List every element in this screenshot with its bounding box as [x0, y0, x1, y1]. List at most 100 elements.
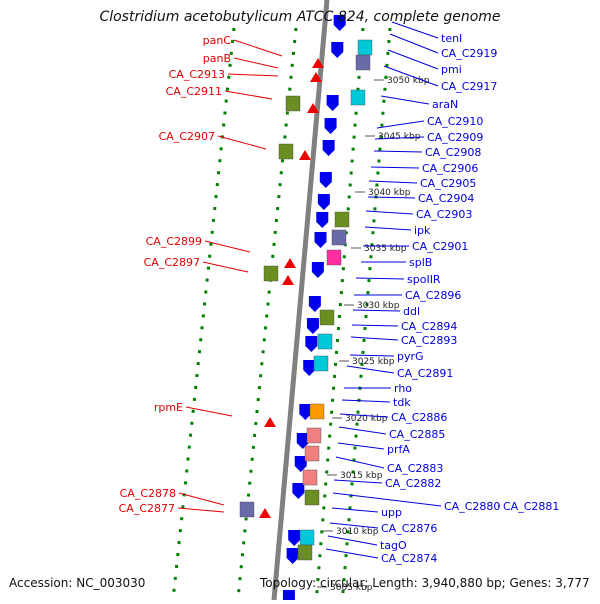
tick-label-5: 3025 kbp: [352, 357, 395, 367]
right-label-leader-24: [339, 413, 389, 418]
right-label-13: CA_C2901: [412, 240, 468, 253]
left-label-leader-9: [177, 507, 225, 513]
cog-block-0: [357, 39, 373, 56]
kbp-ticks: 3050 kbp 3045 kbp 3040 kbp 3035 kbp 3030 kbp…: [317, 76, 430, 593]
cog-block-12: [302, 469, 318, 486]
cog-block-8: [313, 355, 329, 372]
right-label-leader-4: [380, 95, 430, 105]
right-label-leader-20: [349, 354, 395, 357]
left-label-leader-3: [224, 90, 273, 100]
left-label-4: CA_C2907: [159, 130, 215, 143]
left-label-0: panC: [203, 34, 232, 47]
forward-gene-11: [306, 318, 319, 334]
left-label-leader-1: [233, 57, 279, 69]
genome-summary: Topology: circular; Length: 3,940,880 bp…: [260, 576, 590, 590]
right-label-leader-9: [368, 180, 418, 184]
right-label-7: CA_C2908: [425, 146, 481, 159]
forward-gene-10: [308, 296, 321, 312]
left-label-1: panB: [203, 52, 231, 65]
cog-block-9: [309, 403, 325, 420]
left-label-leader-7: [185, 406, 233, 417]
forward-gene-8: [314, 232, 327, 248]
cog-block-7: [317, 333, 333, 350]
left-label-5: CA_C2899: [146, 235, 202, 248]
right-label-leader-11: [365, 210, 414, 215]
forward-gene-12: [305, 336, 318, 352]
right-label-32: CA_C2876: [381, 522, 437, 535]
left-label-2: CA_C2913: [169, 68, 225, 81]
right-label-leader-7: [373, 150, 423, 153]
right-label-34: CA_C2874: [381, 552, 437, 565]
left-label-leader-2: [227, 73, 279, 77]
right-label-17: ddl: [403, 305, 420, 318]
left-label-6: CA_C2897: [144, 256, 200, 269]
right-label-16: CA_C2896: [405, 289, 461, 302]
tick-label-2: 3040 kbp: [368, 188, 411, 198]
right-label-leader-21: [346, 365, 395, 374]
right-label-leader-19: [350, 336, 399, 341]
right-label-leader-5: [376, 120, 425, 129]
right-label-leader-32: [329, 522, 379, 529]
cog-block-13: [304, 489, 320, 506]
forward-gene-1: [331, 42, 344, 58]
forward-gene-9: [311, 262, 324, 278]
right-label-leader-27: [335, 456, 385, 469]
reverse-gene-4: [284, 258, 296, 268]
right-label-8: CA_C2906: [422, 162, 478, 175]
cog-block-2: [350, 89, 366, 106]
right-label-24: CA_C2886: [391, 411, 447, 424]
right-label-20: pyrG: [397, 350, 424, 363]
right-label-19: CA_C2893: [401, 334, 457, 347]
map-title: Clostridium acetobutylicum ATCC 824, com…: [99, 9, 501, 25]
reverse-gene-5: [282, 275, 294, 285]
left-label-leader-4: [217, 135, 267, 150]
cog-block-11: [304, 445, 320, 462]
forward-gene-16: [294, 456, 307, 472]
right-label-leader-28: [333, 479, 383, 484]
right-label-15: spoIIR: [407, 273, 441, 286]
right-label-28: CA_C2882: [385, 477, 441, 490]
tick-label-0: 3050 kbp: [387, 76, 430, 86]
reverse-gene-1: [310, 72, 322, 82]
left-label-leader-8: [178, 492, 225, 506]
right-label-leader-6: [374, 136, 425, 140]
tick-label-3: 3035 kbp: [364, 244, 407, 254]
right-label-0: tenI: [441, 32, 462, 45]
forward-gene-2: [326, 95, 339, 111]
forward-gene-20: [282, 590, 295, 604]
cog-block-6: [319, 309, 335, 326]
cog-block-14: [299, 529, 315, 546]
forward-gene-3: [324, 118, 337, 134]
right-label-11: CA_C2903: [416, 208, 472, 221]
right-label-31: upp: [381, 506, 402, 519]
forward-gene-7: [316, 212, 329, 228]
reverse-gene-6: [264, 417, 276, 427]
forward-gene-15: [296, 433, 309, 449]
tick-label-1: 3045 kbp: [378, 132, 421, 142]
reverse-gene-7: [259, 508, 271, 518]
cog-block-15: [297, 544, 313, 561]
forward-gene-0: [333, 15, 346, 31]
forward-gene-19: [286, 548, 299, 564]
right-label-3: CA_C2917: [441, 80, 497, 93]
right-label-leader-10: [367, 196, 416, 199]
right-label-29: CA_C2880: [444, 500, 500, 513]
right-label-5: CA_C2910: [427, 115, 483, 128]
forward-gene-17: [292, 483, 305, 499]
reverse-gene-0: [312, 58, 324, 68]
right-label-leader-25: [338, 426, 387, 435]
right-label-10: CA_C2904: [418, 192, 474, 205]
forward-gene-18: [288, 530, 301, 546]
cog-block-19: [239, 501, 255, 518]
left-label-7: rpmE: [154, 401, 183, 414]
right-label-23: tdk: [393, 396, 411, 409]
forward-gene-4: [322, 140, 335, 156]
right-label-6: CA_C2909: [427, 131, 483, 144]
tick-label-4: 3030 kbp: [357, 301, 400, 311]
forward-gene-5: [319, 172, 332, 188]
right-label-leader-3: [383, 65, 439, 87]
genome-backbone: [271, 0, 330, 601]
dotted-track-2: [171, 27, 236, 601]
